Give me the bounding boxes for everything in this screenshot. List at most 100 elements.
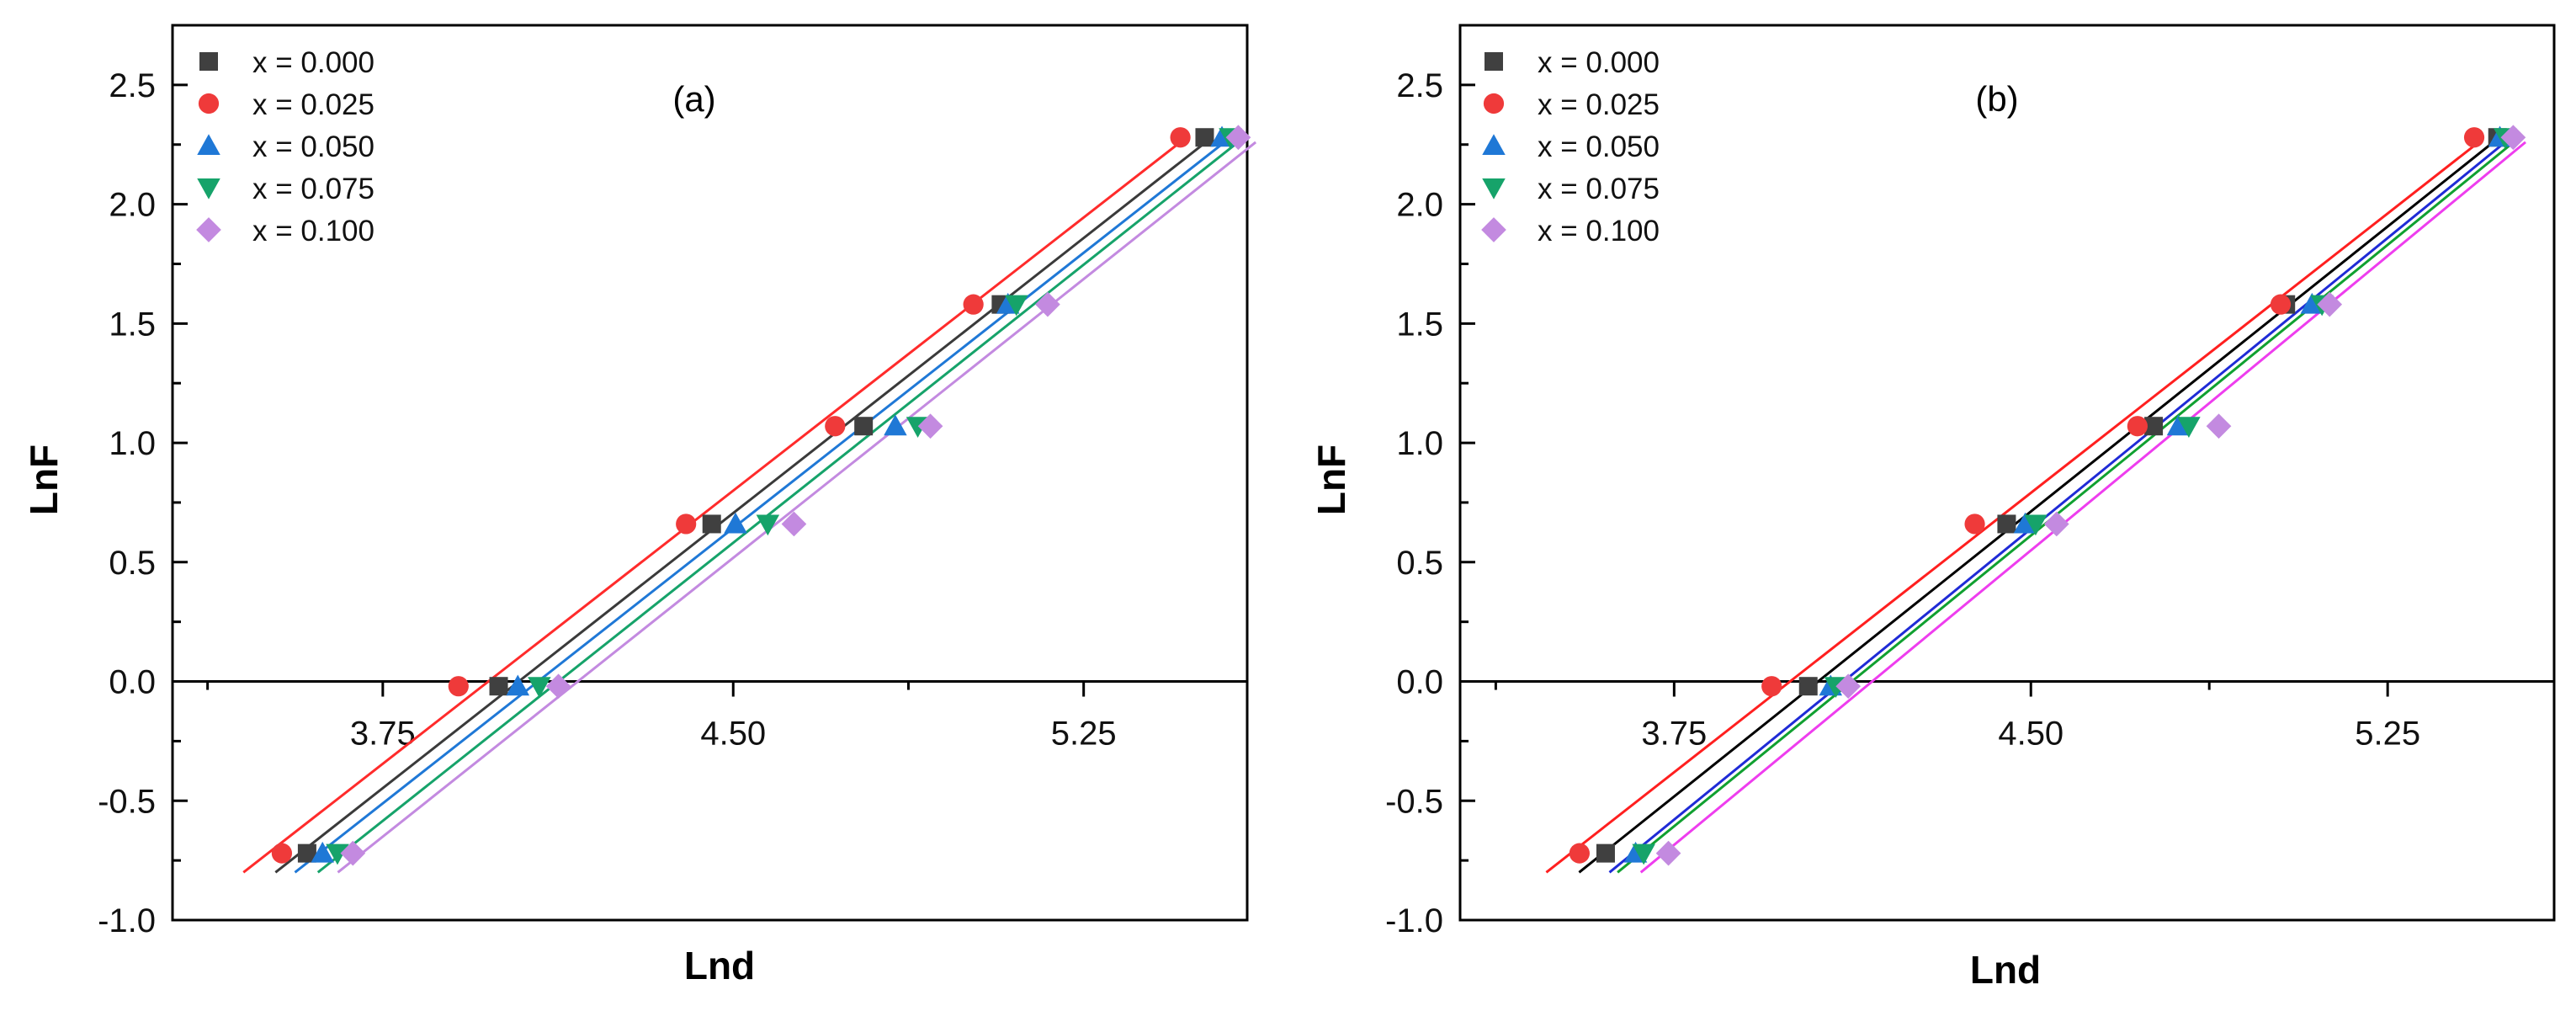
panel-b-point-series-1	[2463, 127, 2485, 148]
panel-a-legend-label: x = 0.025	[252, 88, 374, 121]
panel-a-fit-line-2	[294, 141, 1225, 874]
panel-b-point-series-3	[2177, 417, 2201, 438]
panel-a-title: (a)	[672, 79, 715, 119]
panel-b-point-series-4	[2043, 511, 2069, 537]
panel-a-fit-line-4	[337, 141, 1257, 874]
panel-a-legend-marker-4	[196, 217, 221, 242]
panel-a-legend-marker-2	[197, 134, 220, 155]
panel-a-point-series-4	[545, 673, 571, 700]
panel-a-point-series-3	[1004, 295, 1028, 317]
panel-a-point-series-1	[676, 513, 697, 535]
panel-b-point-series-4	[1835, 673, 1862, 700]
panel-b-fit-line-2	[1608, 141, 2506, 874]
panel-b-legend-marker-2	[1482, 134, 1506, 155]
panel-b-point-series-0	[1997, 514, 2016, 534]
panel-b-point-series-4	[2500, 125, 2526, 151]
panel-a-point-series-4	[340, 840, 366, 866]
panel-a-point-series-2	[506, 674, 530, 696]
panel-b-point-series-1	[2127, 416, 2148, 437]
panel-a-x-axis-title: Lnd	[684, 944, 755, 987]
panel-b-point-series-1	[1964, 513, 1985, 535]
panel-a-frame	[171, 24, 1249, 922]
panel-b-point-series-2	[2166, 414, 2191, 436]
panel-a-point-series-4	[1225, 125, 1251, 151]
panel-b-x-axis-title: Lnd	[1970, 948, 2041, 992]
panel-b-fit-line-3	[1617, 141, 2515, 874]
panel-b-legend-marker-1	[1483, 93, 1505, 114]
panel-b-legend-marker-3	[1482, 178, 1506, 200]
panel-a-point-series-2	[884, 414, 907, 436]
panel-b-legend-label: x = 0.025	[1538, 88, 1660, 121]
panel-a-point-series-1	[448, 676, 469, 697]
panel-b-y-tick-label: 0.5	[1396, 545, 1443, 582]
panel-a-point-series-3	[326, 843, 349, 865]
panel-b-x-tick-label: 5.25	[2355, 716, 2420, 753]
panel-a-point-series-1	[271, 843, 293, 864]
panel-a: (a) Lnd LnF 3.75 4.50 5.252.52.01.51.00.50…	[22, 24, 1257, 987]
panel-b-point-series-2	[2300, 292, 2324, 314]
panel-b-legend-label: x = 0.050	[1538, 130, 1660, 163]
panel-a-y-axis-title: LnF	[22, 444, 66, 515]
panel-b-fit-line-4	[1639, 141, 2526, 874]
panel-a-y-tick-label: 2.5	[109, 67, 156, 104]
panel-b-legend-label: x = 0.000	[1538, 46, 1660, 79]
panel-b-point-series-0	[1798, 677, 1818, 696]
panel-b-y-tick-label: -1.0	[1385, 902, 1443, 939]
panel-a-point-series-1	[963, 294, 984, 315]
panel-b: (b) Lnd LnF 3.75 4.50 5.25 2.5 2.0 1.5 1.0 0.5 0…	[1309, 24, 2556, 992]
panel-b-title: (b)	[1975, 79, 2018, 119]
panel-a-fit-line-3	[316, 141, 1240, 874]
panel-a-point-series-0	[854, 417, 874, 436]
panel-a-point-series-3	[528, 677, 551, 698]
panel-b-point-series-3	[2024, 514, 2048, 536]
panel-a-legend-label: x = 0.100	[252, 215, 374, 247]
panel-b-fit-line-1	[1545, 141, 2480, 874]
panel-a-point-series-4	[1035, 291, 1060, 317]
panel-b-frame	[1458, 24, 2556, 922]
panel-b-legend-marker-4	[1481, 217, 1506, 242]
panel-a-legend-label: x = 0.075	[252, 173, 374, 205]
panel-a-point-series-0	[1195, 128, 1214, 147]
panel-a-legend-label: x = 0.000	[252, 46, 374, 79]
panel-b-point-series-1	[2270, 294, 2292, 315]
panel-a-x-tick-label: 5.25	[1051, 716, 1117, 753]
panel-b-y-tick-label: 1.0	[1396, 425, 1443, 462]
panel-b-y-tick-label: 0.0	[1396, 664, 1443, 701]
panel-a-point-series-0	[489, 677, 508, 696]
panel-b-point-series-0	[1596, 843, 1615, 863]
panel-a-point-series-4	[781, 511, 807, 537]
panel-b-y-tick-label: 1.5	[1396, 306, 1443, 343]
panel-b-point-series-4	[2206, 413, 2232, 439]
panel-b-fit-line-0	[1578, 141, 2494, 874]
panel-a-legend-marker-1	[198, 93, 220, 114]
panel-a-point-series-1	[825, 416, 846, 437]
panel-a-point-series-3	[756, 514, 780, 536]
panel-b-x-tick-label: 4.50	[1998, 716, 2063, 753]
panel-a-legend-marker-0	[199, 52, 218, 71]
panel-b-legend-marker-0	[1485, 52, 1503, 71]
panel-a-point-series-0	[297, 843, 316, 863]
panel-a-y-tick-label: 1.5	[109, 306, 156, 343]
panel-a-fit-line-1	[242, 141, 1182, 874]
panel-b-point-series-1	[1761, 676, 1782, 697]
panel-b-point-series-2	[2013, 512, 2037, 534]
panel-a-point-series-1	[1170, 127, 1191, 148]
panel-a-x-tick-label: 4.50	[700, 716, 766, 753]
panel-b-point-series-4	[1655, 840, 1681, 866]
panel-b-y-axis-title: LnF	[1309, 444, 1353, 515]
panel-a-fit-line-0	[274, 141, 1207, 874]
panel-a-y-tick-label: -1.0	[98, 902, 156, 939]
panel-a-legend-marker-3	[197, 178, 220, 200]
panel-b-y-tick-label: 2.0	[1396, 187, 1443, 224]
panel-b-x-tick-label: 3.75	[1641, 716, 1707, 753]
panel-b-y-tick-label: -0.5	[1385, 783, 1443, 820]
panel-b-point-series-0	[2144, 417, 2164, 436]
panel-a-y-tick-label: 2.0	[109, 187, 156, 224]
panel-a-point-series-2	[724, 512, 747, 534]
panel-b-legend-label: x = 0.100	[1538, 215, 1660, 247]
panel-b-point-series-3	[1632, 843, 1655, 865]
panel-a-y-tick-label: 1.0	[109, 425, 156, 462]
panel-b-y-tick-label: 2.5	[1396, 67, 1443, 104]
panel-a-legend-label: x = 0.050	[252, 130, 374, 163]
panel-a-point-series-2	[311, 841, 334, 863]
